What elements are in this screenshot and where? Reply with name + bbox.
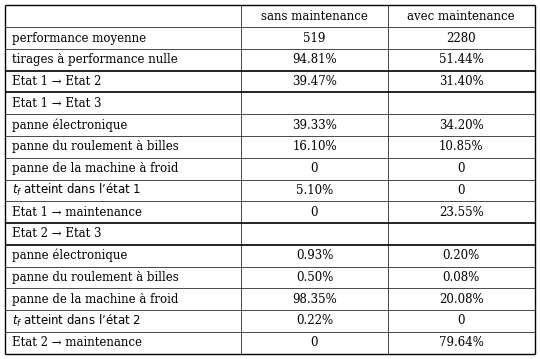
Text: 34.20%: 34.20% [439,118,484,132]
Text: 39.47%: 39.47% [292,75,337,88]
Text: 51.44%: 51.44% [439,53,484,66]
Text: 0.50%: 0.50% [296,271,333,284]
Text: 79.64%: 79.64% [439,336,484,349]
Text: avec maintenance: avec maintenance [408,10,515,23]
Text: tirages à performance nulle: tirages à performance nulle [12,53,178,66]
Text: Etat 2 → Etat 3: Etat 2 → Etat 3 [12,227,102,241]
Text: 23.55%: 23.55% [439,206,484,219]
Text: 0.20%: 0.20% [443,249,480,262]
Text: panne de la machine à froid: panne de la machine à froid [12,162,178,175]
Text: 98.35%: 98.35% [292,293,337,306]
Text: 0: 0 [310,206,318,219]
Text: Etat 2 → maintenance: Etat 2 → maintenance [12,336,142,349]
Text: 0: 0 [310,336,318,349]
Text: panne du roulement à billes: panne du roulement à billes [12,271,179,284]
Text: 16.10%: 16.10% [292,140,337,153]
Text: Etat 1 → Etat 3: Etat 1 → Etat 3 [12,97,102,110]
Text: 2280: 2280 [447,32,476,45]
Text: 5.10%: 5.10% [296,184,333,197]
Text: 0: 0 [457,314,465,327]
Text: Etat 1 → maintenance: Etat 1 → maintenance [12,206,142,219]
Text: sans maintenance: sans maintenance [261,10,368,23]
Text: $t_f$ atteint dans l’état 1: $t_f$ atteint dans l’état 1 [12,182,141,199]
Text: 0: 0 [310,162,318,175]
Text: 0.22%: 0.22% [296,314,333,327]
Text: 20.08%: 20.08% [439,293,484,306]
Text: panne de la machine à froid: panne de la machine à froid [12,293,178,306]
Text: 0: 0 [457,162,465,175]
Text: 10.85%: 10.85% [439,140,484,153]
Text: 0: 0 [457,184,465,197]
Text: 519: 519 [303,32,326,45]
Text: 0.08%: 0.08% [443,271,480,284]
Text: $t_f$ atteint dans l’état 2: $t_f$ atteint dans l’état 2 [12,313,141,329]
Text: 94.81%: 94.81% [292,53,337,66]
Text: panne du roulement à billes: panne du roulement à billes [12,140,179,153]
Text: panne électronique: panne électronique [12,249,127,262]
Text: 0.93%: 0.93% [296,249,333,262]
Text: panne électronique: panne électronique [12,118,127,132]
Text: Etat 1 → Etat 2: Etat 1 → Etat 2 [12,75,101,88]
Text: 31.40%: 31.40% [439,75,484,88]
Text: performance moyenne: performance moyenne [12,32,146,45]
Text: 39.33%: 39.33% [292,118,337,132]
